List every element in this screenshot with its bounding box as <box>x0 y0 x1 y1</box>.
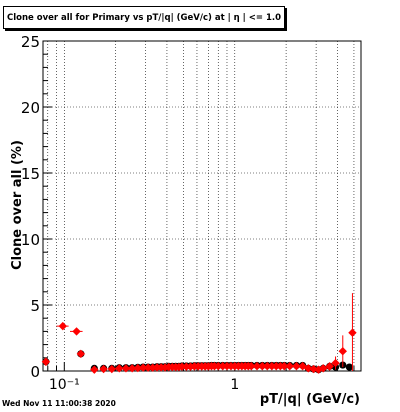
chart-title: Clone over all for Primary vs pT/|q| (Ge… <box>6 12 282 23</box>
data-point <box>115 364 124 373</box>
data-point <box>214 361 223 371</box>
y-tick-label: 10 <box>21 231 40 249</box>
y-tick-label: 20 <box>21 99 40 117</box>
tick-labels: 0 5 10 15 20 25 10⁻¹ 1 <box>21 33 239 393</box>
timestamp: Wed Nov 11 11:00:38 2020 <box>2 399 116 408</box>
grid-lines <box>43 41 361 371</box>
data-series <box>41 293 357 374</box>
data-point <box>263 361 272 371</box>
data-point <box>285 361 294 371</box>
data-point <box>331 358 340 368</box>
x-axis-label: pT/|q| (GeV/c) <box>260 392 360 407</box>
axis-ticks <box>43 40 355 372</box>
y-tick-label: 15 <box>21 165 40 183</box>
data-point <box>267 361 277 371</box>
data-point <box>143 363 153 372</box>
data-point <box>325 362 334 371</box>
chart-title-box: Clone over all for Primary vs pT/|q| (Ge… <box>3 6 285 29</box>
data-point <box>218 361 227 371</box>
data-point <box>338 347 347 356</box>
data-point <box>127 364 137 373</box>
data-point <box>148 363 157 372</box>
data-point <box>252 361 262 371</box>
data-point <box>90 365 99 374</box>
data-point <box>41 357 51 366</box>
data-point <box>348 328 357 337</box>
y-tick-label: 0 <box>30 363 40 381</box>
data-point <box>58 321 68 331</box>
data-point <box>304 364 313 373</box>
x-tick-label: 10⁻¹ <box>49 377 80 393</box>
data-point <box>292 361 301 371</box>
data-point <box>72 327 81 336</box>
data-point <box>121 364 131 373</box>
data-point <box>345 363 353 371</box>
data-point <box>280 361 289 371</box>
data-point <box>309 364 318 374</box>
y-tick-label: 5 <box>30 297 40 315</box>
data-point <box>76 349 86 359</box>
data-point <box>99 364 108 374</box>
y-axis-label: Clone over all (%) <box>10 140 25 270</box>
data-point <box>107 364 117 374</box>
y-tick-label: 25 <box>21 33 40 51</box>
data-point <box>318 364 328 373</box>
data-point <box>247 361 256 371</box>
data-point <box>177 362 187 371</box>
x-tick-label: 1 <box>230 377 239 393</box>
data-point <box>258 361 267 371</box>
data-point <box>138 363 148 372</box>
plot-frame <box>42 40 362 372</box>
data-point <box>133 363 143 373</box>
